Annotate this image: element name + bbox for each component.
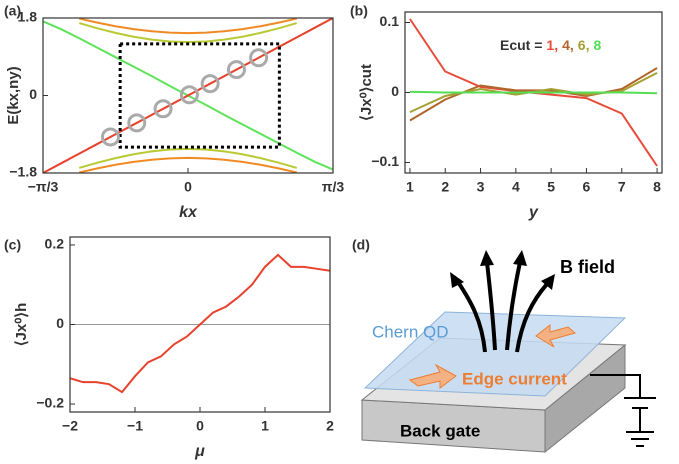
panel-label: (b) (350, 3, 368, 19)
y-axis-label: ⟨Jx⁰⟩h (13, 303, 30, 347)
y-tick-label: 0.2 (45, 236, 65, 252)
current-label: Edge current (462, 369, 567, 388)
series-line (70, 255, 330, 392)
y-tick-label: 1.8 (18, 9, 38, 25)
x-tick-label: 3 (477, 179, 485, 195)
figure: (d) B field Chern QD Edge current Back g… (0, 0, 679, 464)
x-tick-label: 2 (441, 179, 449, 195)
legend-entry: 8 (593, 37, 601, 53)
x-tick-label: 0 (196, 418, 204, 434)
y-tick-label: −0.2 (36, 395, 64, 411)
panel-label: (d) (352, 237, 370, 253)
x-axis-label: kx (179, 204, 198, 221)
x-tick-label: π/3 (322, 179, 345, 195)
plot-area (70, 255, 330, 392)
x-tick-label: 1 (406, 179, 414, 195)
x-tick-label: −π/3 (28, 179, 59, 195)
y-tick-label: 0 (29, 86, 37, 102)
field-arrowheads (450, 250, 555, 290)
x-tick-label: −1 (127, 418, 143, 434)
legend-separator: , (554, 37, 558, 53)
legend: Ecut =1,4,6,8 (500, 37, 601, 53)
field-label: B field (560, 257, 615, 277)
panel-d: (d) B field Chern QD Edge current Back g… (352, 237, 656, 452)
gate-label: Back gate (400, 421, 480, 440)
sheet-label: Chern QD (372, 322, 449, 341)
x-tick-label: 4 (512, 179, 520, 195)
x-tick-label: 7 (618, 179, 626, 195)
legend-entry: 6 (578, 37, 586, 53)
x-tick-label: 5 (547, 179, 555, 195)
legend-entry: 1 (546, 37, 554, 53)
x-tick-label: 6 (583, 179, 591, 195)
x-tick-label: 1 (261, 418, 269, 434)
y-tick-label: −0.1 (371, 153, 399, 169)
y-axis-label: E(kx,ny) (5, 66, 22, 124)
legend-separator: , (570, 37, 574, 53)
y-tick-label: 0 (391, 83, 399, 99)
plot-area (43, 18, 333, 173)
x-tick-label: −2 (62, 418, 78, 434)
legend-separator: , (586, 37, 590, 53)
x-axis-label: μ (194, 443, 205, 460)
x-tick-label: 8 (653, 179, 661, 195)
y-tick-label: −1.8 (9, 164, 37, 180)
series-line (79, 19, 297, 34)
series-line (410, 92, 657, 93)
x-tick-label: 2 (326, 418, 334, 434)
y-tick-label: 0 (56, 315, 64, 331)
panel-label: (c) (4, 237, 21, 253)
x-axis-label: y (528, 204, 539, 221)
y-axis-label: ⟨Jx⁰⟩cut (358, 64, 375, 121)
legend-entry: 4 (562, 37, 570, 53)
legend-title: Ecut = (500, 37, 542, 53)
x-tick-label: 0 (184, 179, 192, 195)
y-tick-label: 0.1 (380, 13, 400, 29)
